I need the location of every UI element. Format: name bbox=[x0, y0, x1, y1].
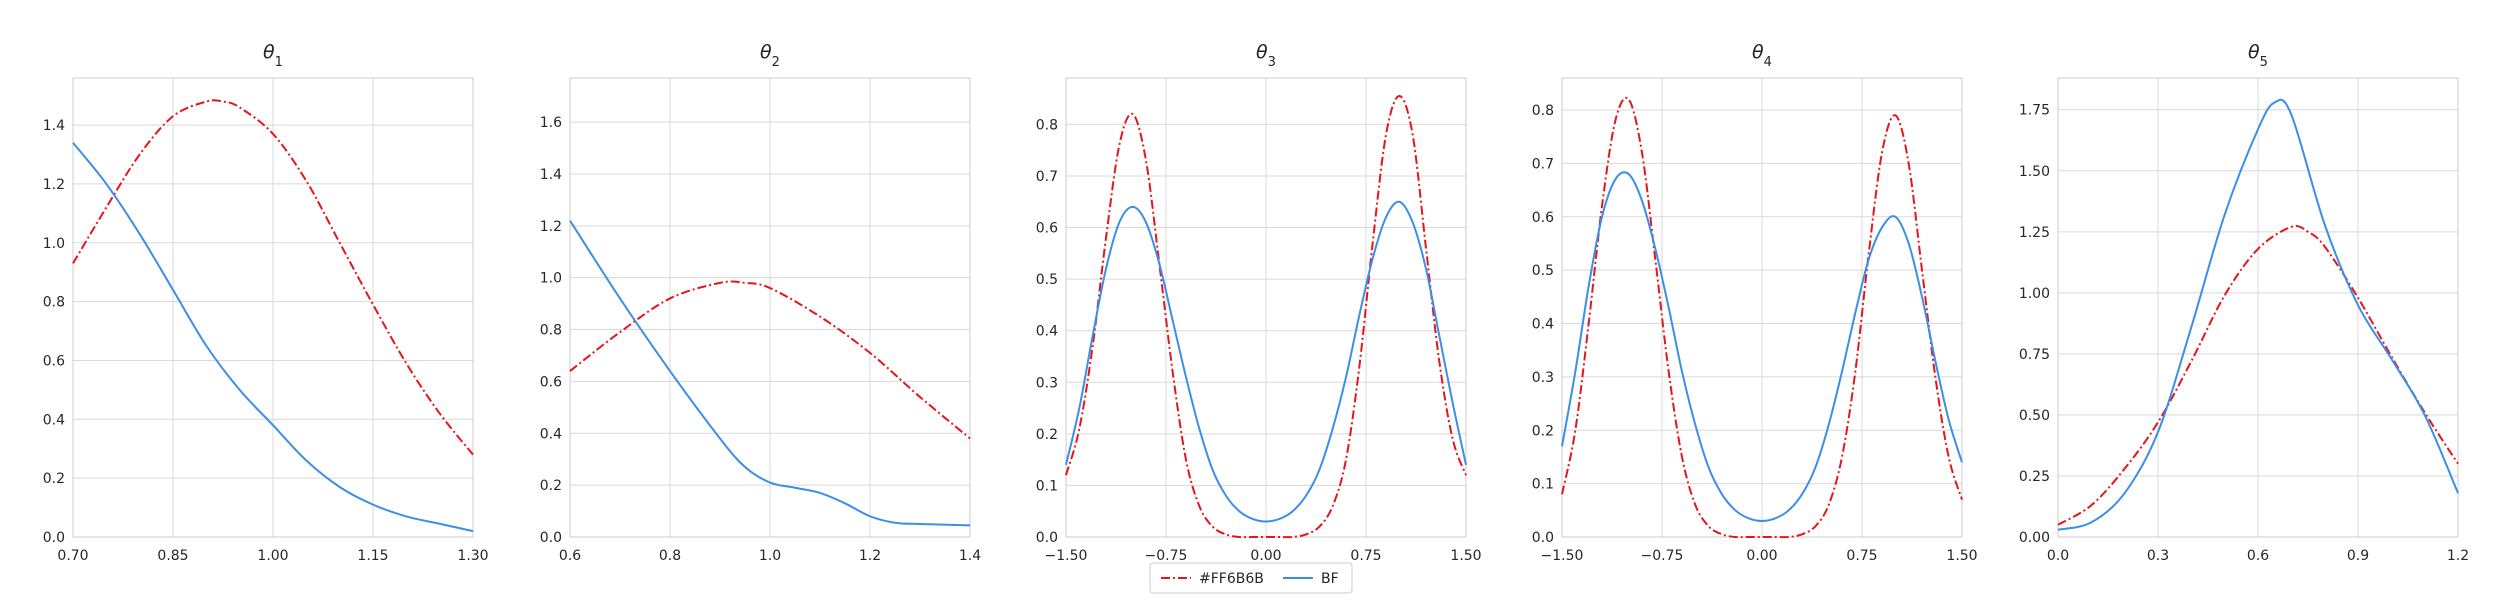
y-tick-label: 0.4 bbox=[1036, 324, 1058, 340]
chart-panel-2: 0.6 0.8 1.0 1.2 1.4 0.0 0.2 0.4 0.6 0.8 1.0 1.2 1.4 1… bbox=[540, 41, 981, 564]
series-line-red bbox=[72, 99, 474, 456]
y-tick-label: 0.0 bbox=[1532, 530, 1554, 546]
y-tick-label: 1.2 bbox=[540, 219, 562, 235]
series-line-red bbox=[1561, 96, 1963, 539]
chart-panel-3: −1.50 −0.75 0.00 0.75 1.50 0.0 0.1 0.2 0.3 0.4 0.5… bbox=[1036, 41, 1482, 564]
x-tick-label: 0.6 bbox=[559, 548, 581, 564]
x-tick-label: −1.50 bbox=[1045, 548, 1088, 564]
y-tick-label: 0.0 bbox=[1036, 530, 1058, 546]
y-tick-label: 0.8 bbox=[1036, 117, 1058, 133]
x-tick-label: −0.75 bbox=[1641, 548, 1684, 564]
y-tick-label: 1.0 bbox=[540, 271, 562, 287]
y-tick-label: 0.3 bbox=[1036, 375, 1058, 391]
y-tick-label: 1.2 bbox=[43, 177, 65, 193]
panel-title: θ2 bbox=[760, 41, 780, 70]
y-tick-label: 0.50 bbox=[2019, 408, 2050, 424]
y-tick-label: 1.25 bbox=[2019, 225, 2050, 241]
axes-frame bbox=[72, 77, 474, 538]
y-tick-label: 0.6 bbox=[43, 353, 65, 369]
x-tick-label: 1.0 bbox=[759, 548, 781, 564]
x-tick-label: 1.4 bbox=[959, 548, 981, 564]
x-tick-label: 1.30 bbox=[457, 548, 488, 564]
x-tick-label: 0.75 bbox=[1846, 548, 1877, 564]
y-tick-label: 0.25 bbox=[2019, 469, 2050, 485]
y-tick-label: 0.5 bbox=[1532, 263, 1554, 279]
y-tick-label: 1.4 bbox=[43, 118, 65, 134]
legend-frame bbox=[1149, 562, 1353, 594]
y-tick-label: 1.4 bbox=[540, 167, 562, 183]
axes-frame bbox=[1065, 77, 1467, 538]
panel-title: θ5 bbox=[2248, 41, 2268, 70]
x-tick-label: 1.50 bbox=[1450, 548, 1481, 564]
y-tick-label: 1.75 bbox=[2019, 103, 2050, 119]
x-tick-label: 1.50 bbox=[1946, 548, 1977, 564]
y-tick-label: 0.6 bbox=[1532, 210, 1554, 226]
legend-label-red: #FF6B6B bbox=[1199, 571, 1264, 587]
axes-frame bbox=[1561, 77, 1963, 538]
x-tick-label: 0.00 bbox=[1250, 548, 1281, 564]
y-tick-label: 1.00 bbox=[2019, 286, 2050, 302]
y-tick-label: 0.8 bbox=[540, 323, 562, 339]
y-tick-label: 0.00 bbox=[2019, 530, 2050, 546]
series-line-red bbox=[2057, 225, 2459, 526]
y-tick-label: 0.0 bbox=[540, 530, 562, 546]
panel-title: θ1 bbox=[263, 41, 283, 70]
y-tick-label: 0.7 bbox=[1532, 156, 1554, 172]
x-tick-label: 0.0 bbox=[2047, 548, 2069, 564]
x-tick-label: 0.9 bbox=[2347, 548, 2369, 564]
y-tick-label: 0.6 bbox=[1036, 221, 1058, 237]
y-tick-label: 0.4 bbox=[1532, 317, 1554, 333]
x-tick-label: 0.8 bbox=[659, 548, 681, 564]
y-tick-label: 0.7 bbox=[1036, 169, 1058, 185]
x-tick-label: −1.50 bbox=[1541, 548, 1584, 564]
legend-label-blue: BF bbox=[1321, 571, 1339, 587]
series-line-blue bbox=[2057, 98, 2459, 531]
y-tick-label: 0.2 bbox=[1532, 423, 1554, 439]
axes-frame bbox=[2057, 77, 2459, 538]
x-tick-label: −0.75 bbox=[1145, 548, 1188, 564]
y-tick-label: 0.1 bbox=[1036, 478, 1058, 494]
series-line-blue bbox=[1065, 200, 1467, 523]
y-tick-label: 0.8 bbox=[43, 295, 65, 311]
y-tick-label: 0.5 bbox=[1036, 272, 1058, 288]
x-tick-label: 0.00 bbox=[1746, 548, 1777, 564]
panel-title: θ3 bbox=[1256, 41, 1276, 70]
x-tick-label: 1.2 bbox=[859, 548, 881, 564]
chart-panel-4: −1.50 −0.75 0.00 0.75 1.50 0.0 0.1 0.2 0.3 0.4 0.5… bbox=[1532, 41, 1978, 564]
y-tick-label: 0.2 bbox=[540, 478, 562, 494]
y-tick-label: 0.75 bbox=[2019, 347, 2050, 363]
chart-panel-5: 0.0 0.3 0.6 0.9 1.2 0.00 0.25 0.50 0.75 1.00 1.25 1… bbox=[2019, 41, 2469, 564]
y-tick-label: 0.2 bbox=[43, 471, 65, 487]
y-tick-label: 0.4 bbox=[540, 426, 562, 442]
axes-frame bbox=[569, 77, 971, 538]
series-line-blue bbox=[569, 220, 971, 527]
y-tick-label: 0.8 bbox=[1532, 103, 1554, 119]
x-tick-label: 0.85 bbox=[157, 548, 188, 564]
x-tick-label: 0.70 bbox=[57, 548, 88, 564]
series-line-blue bbox=[1561, 171, 1963, 522]
panel-title: θ4 bbox=[1752, 41, 1772, 70]
y-tick-label: 0.0 bbox=[43, 530, 65, 546]
x-tick-label: 1.2 bbox=[2447, 548, 2469, 564]
y-tick-label: 1.6 bbox=[540, 115, 562, 131]
y-tick-label: 0.4 bbox=[43, 412, 65, 428]
y-tick-label: 1.0 bbox=[43, 236, 65, 252]
y-tick-label: 0.2 bbox=[1036, 427, 1058, 443]
x-tick-label: 1.15 bbox=[357, 548, 388, 564]
y-tick-label: 0.3 bbox=[1532, 370, 1554, 386]
legend: #FF6B6B BF bbox=[1149, 562, 1353, 594]
y-tick-label: 0.1 bbox=[1532, 477, 1554, 493]
chart-panels: 0.70 0.85 1.00 1.15 1.30 0.0 0.2 0.4 0.6 0.8 1.0 1.… bbox=[43, 41, 2469, 564]
x-tick-label: 1.00 bbox=[257, 548, 288, 564]
y-tick-label: 1.50 bbox=[2019, 164, 2050, 180]
series-line-blue bbox=[72, 142, 474, 533]
chart-panel-1: 0.70 0.85 1.00 1.15 1.30 0.0 0.2 0.4 0.6 0.8 1.0 1.… bbox=[43, 41, 489, 564]
x-tick-label: 0.3 bbox=[2147, 548, 2169, 564]
y-tick-label: 0.6 bbox=[540, 374, 562, 390]
x-tick-label: 0.6 bbox=[2247, 548, 2269, 564]
x-tick-label: 0.75 bbox=[1350, 548, 1381, 564]
